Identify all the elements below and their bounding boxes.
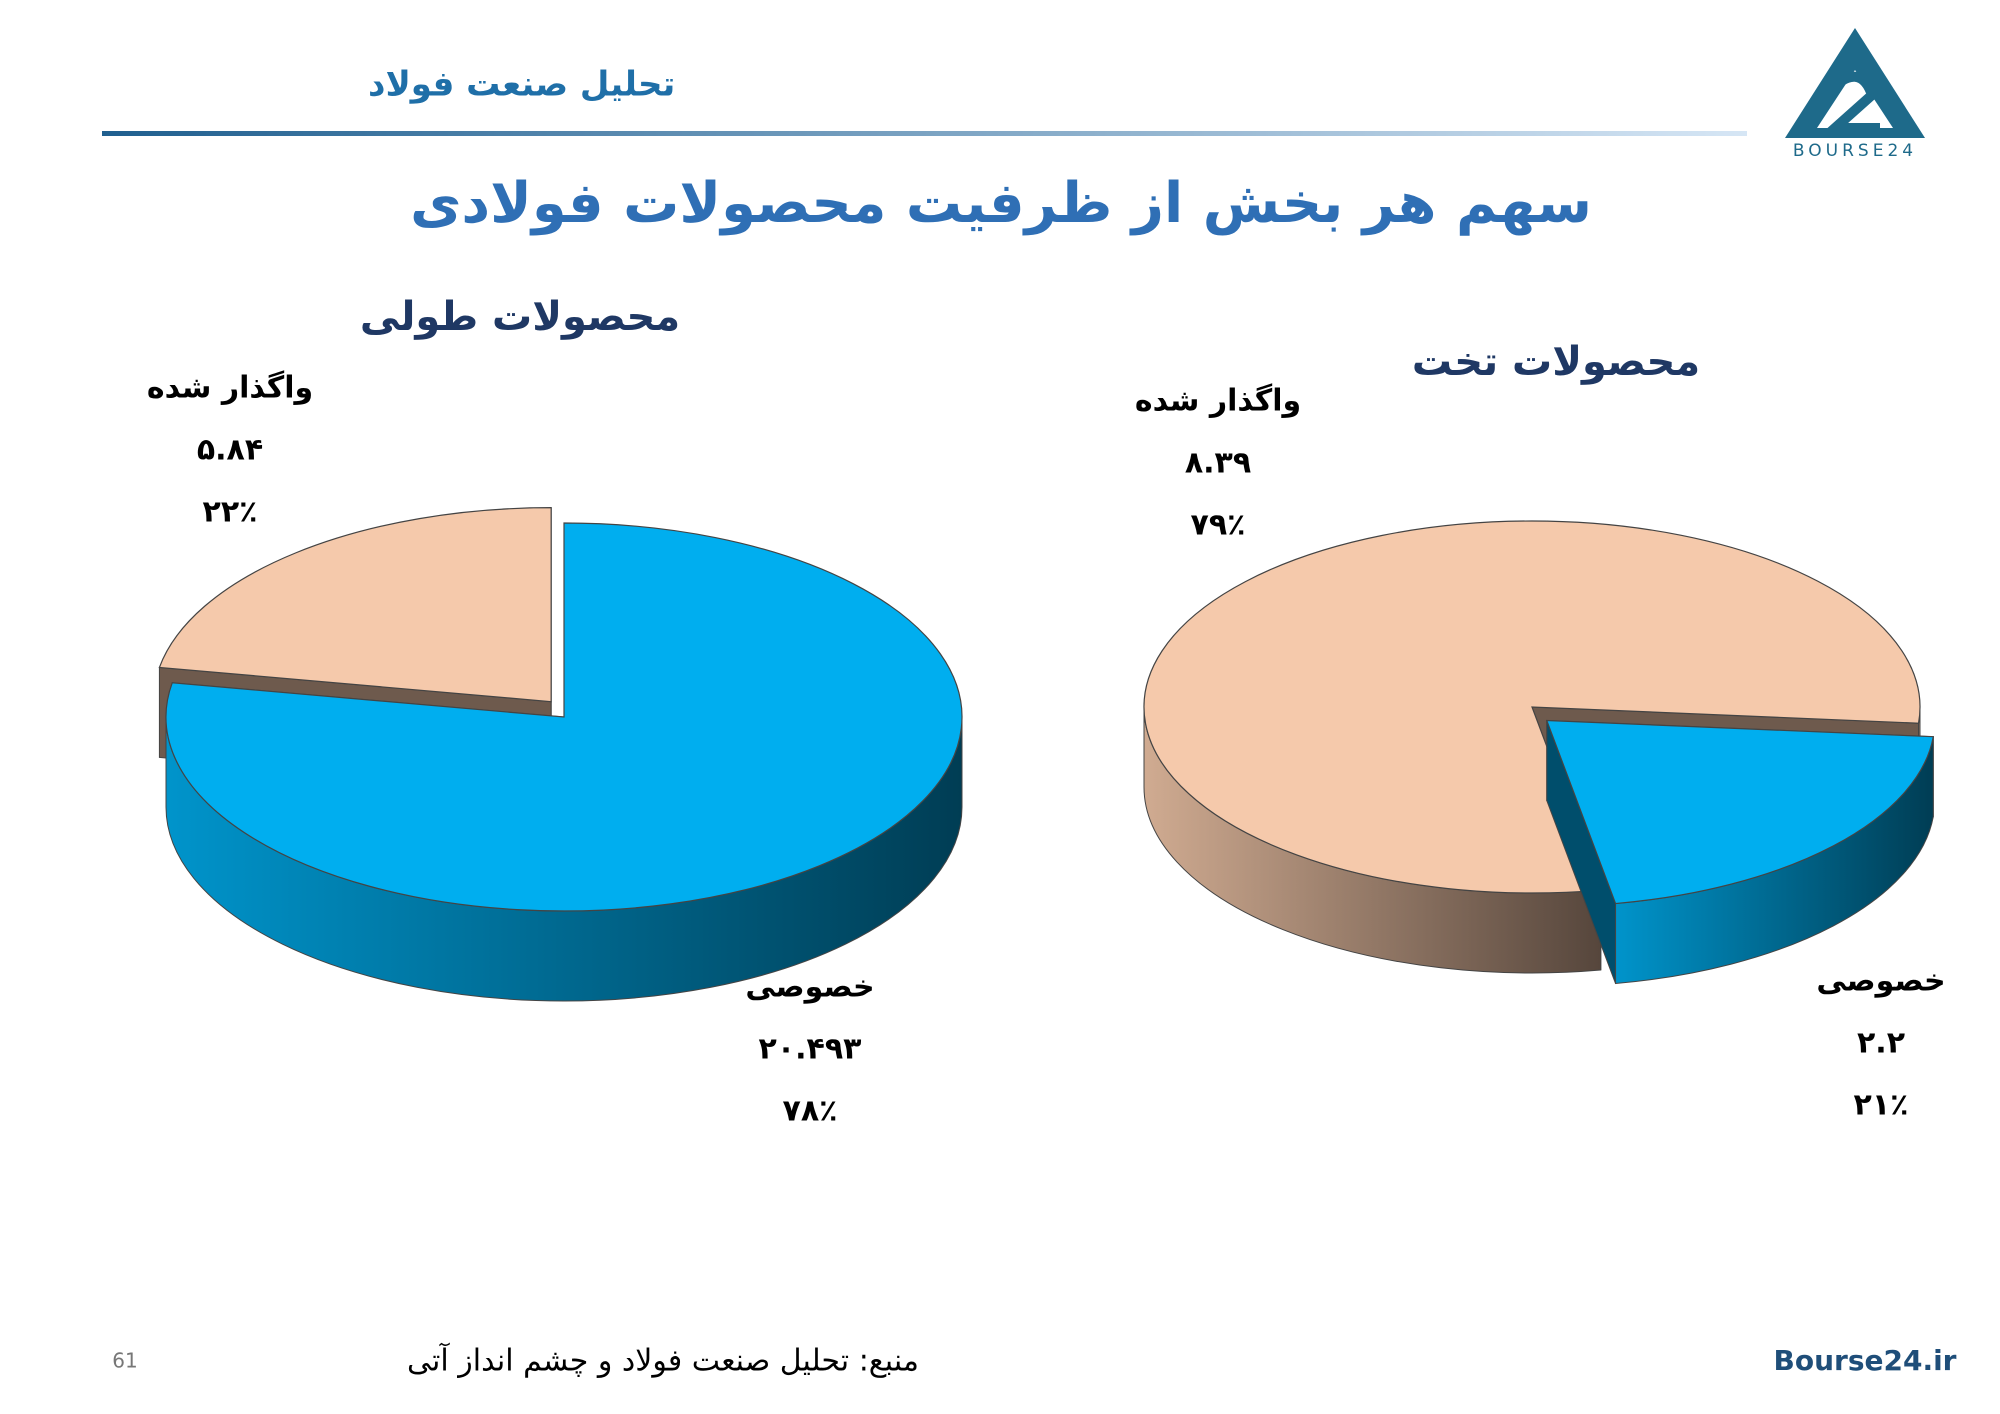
category-label: خصوصی — [1816, 964, 1945, 999]
percent-label: ۲۱٪ — [1854, 1088, 1909, 1123]
logo: BOURSE24 — [1785, 28, 1925, 161]
percent-label: ۷۹٪ — [1191, 508, 1246, 543]
slide-title: سهم هر بخش از ظرفیت محصولات فولادی — [410, 171, 1592, 236]
pie-title: محصولات تخت — [1412, 339, 1700, 385]
slice — [165, 522, 963, 1002]
category-label: خصوصی — [745, 970, 874, 1005]
value-label: ۲۰.۴۹۳ — [759, 1032, 862, 1067]
logo-text: BOURSE24 — [1793, 141, 1917, 161]
slice-top — [158, 507, 552, 703]
brand: تحلیل صنعت فولاد — [368, 65, 675, 105]
percent-label: ۲۲٪ — [203, 495, 258, 530]
percent-label: ۷۸٪ — [783, 1094, 838, 1129]
value-label: ۵.۸۴ — [197, 433, 263, 468]
site: Bourse24.ir — [1774, 1344, 1957, 1377]
slice — [1545, 719, 1935, 985]
page-number: 61 — [112, 1349, 137, 1373]
pie-title: محصولات طولی — [360, 294, 680, 340]
slice-top — [1545, 719, 1935, 905]
category-label: واگذار شده — [147, 370, 313, 406]
slice-top — [1143, 520, 1921, 894]
source: منبع: تحلیل صنعت فولاد و چشم انداز آتی — [407, 1343, 919, 1379]
value-label: ۲.۲ — [1857, 1026, 1905, 1061]
value-label: ۸.۳۹ — [1185, 446, 1251, 481]
slice-top — [165, 522, 963, 912]
header-rule — [102, 131, 1747, 136]
category-label: واگذار شده — [1135, 383, 1301, 419]
